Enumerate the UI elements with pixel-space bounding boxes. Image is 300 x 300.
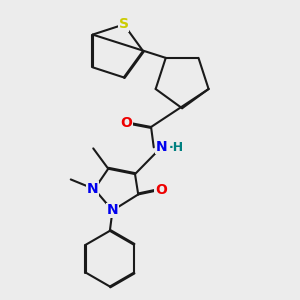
Text: O: O bbox=[155, 183, 167, 197]
Text: N: N bbox=[86, 182, 98, 196]
Text: O: O bbox=[121, 116, 132, 130]
Text: N: N bbox=[107, 203, 118, 218]
Text: ·H: ·H bbox=[169, 141, 184, 154]
Text: N: N bbox=[155, 140, 167, 154]
Text: S: S bbox=[119, 17, 129, 32]
